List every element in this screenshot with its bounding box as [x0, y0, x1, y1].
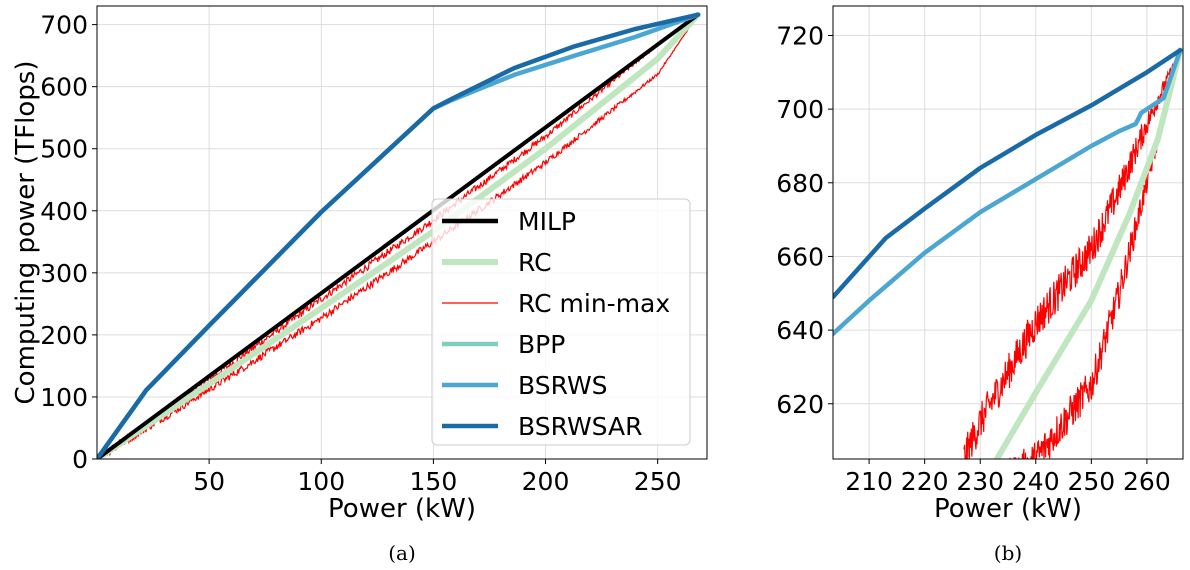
y-tick-label: 700	[40, 11, 88, 40]
series-bsrwsar	[97, 12, 701, 459]
x-tick-label: 240	[1012, 467, 1060, 496]
legend-label-milp: MILP	[518, 207, 576, 236]
x-axis-label: Power (kW)	[934, 494, 1082, 524]
legend-label-bsrws: BSRWS	[518, 371, 608, 400]
series-bsrws	[833, 47, 1183, 337]
legend-label-rc-min-max: RC min-max	[518, 289, 670, 318]
x-tick-label: 220	[901, 467, 949, 496]
subfigure-caption: (b)	[994, 541, 1022, 565]
series-bsrwsar	[833, 47, 1183, 300]
y-tick-label: 700	[776, 95, 824, 124]
x-tick-label: 250	[634, 467, 682, 496]
legend-label-bpp: BPP	[518, 330, 565, 359]
axes-frame	[832, 5, 1184, 460]
x-tick-label: 150	[410, 467, 458, 496]
chart-a: 50 100 150 200 250 0 100 200 300 400 500 600 700 Powe…	[11, 5, 708, 565]
legend-label-rc: RC	[518, 248, 552, 277]
chart-b: 210 220 230 240 250 260 620 640 660 680 700 720 Powe…	[776, 5, 1184, 565]
y-tick-label: 720	[776, 21, 824, 50]
subfigure-caption: (a)	[388, 541, 416, 565]
x-axis-label: Power (kW)	[328, 494, 476, 524]
x-tick-label: 260	[1123, 467, 1171, 496]
y-tick-label: 0	[72, 445, 88, 474]
y-tick-label: 200	[40, 321, 88, 350]
y-tick-label: 680	[776, 169, 824, 198]
series-rc-min-max-upper	[963, 49, 1181, 459]
series-rc	[993, 47, 1183, 459]
x-tick-label: 250	[1067, 467, 1115, 496]
x-tick-label: 100	[297, 467, 345, 496]
x-tick-label: 230	[956, 467, 1004, 496]
series-rc-min-max-lower	[1009, 50, 1181, 459]
axes-frame	[96, 5, 708, 460]
x-tick-label: 50	[193, 467, 225, 496]
series-milp	[97, 12, 700, 459]
y-tick-label: 640	[776, 316, 824, 345]
y-tick-label: 600	[40, 73, 88, 102]
y-tick-label: 620	[776, 390, 824, 419]
y-tick-label: 660	[776, 242, 824, 271]
y-axis-label: Computing power (TFlops)	[11, 61, 41, 405]
legend: MILP RC RC min-max BPP BSRWS BSRWSAR	[431, 198, 691, 446]
y-tick-label: 500	[40, 135, 88, 164]
x-tick-label: 200	[522, 467, 570, 496]
series-rc-min-max-lower	[97, 14, 699, 459]
legend-label-bsrwsar: BSRWSAR	[518, 412, 642, 441]
y-tick-label: 300	[40, 259, 88, 288]
y-tick-label: 100	[40, 383, 88, 412]
y-tick-label: 400	[40, 197, 88, 226]
x-tick-label: 210	[845, 467, 893, 496]
